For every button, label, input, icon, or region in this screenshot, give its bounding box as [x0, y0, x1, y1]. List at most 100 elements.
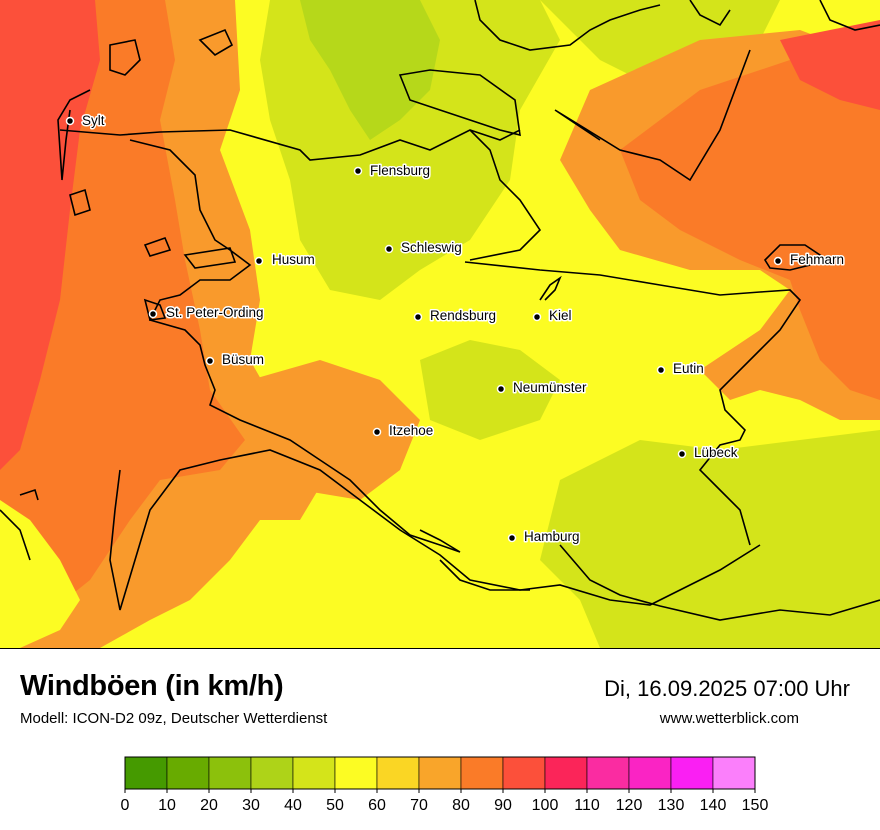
legend-swatches	[124, 756, 756, 790]
city-st-peter-ording: St. Peter-Ording	[148, 304, 265, 322]
legend-swatch	[418, 756, 462, 790]
legend-tick-label: 50	[326, 797, 344, 814]
legend-tick-labels: 0 10 20 30 40 50 60 70 80 90 100 110 120 130 140 150	[121, 789, 768, 814]
city-dot	[148, 309, 158, 319]
city-dot	[496, 384, 506, 394]
coastline-north-top	[474, 0, 880, 51]
city-label: Schleswig	[401, 240, 462, 255]
legend-swatch	[502, 756, 546, 790]
coastline-elbe-south	[109, 449, 761, 611]
wind-zone-west-sea-red	[0, 0, 100, 470]
legend-swatch	[208, 756, 252, 790]
coastline-northeast-peninsula	[554, 49, 751, 182]
city-label: Rendsburg	[430, 308, 496, 323]
city-label: St. Peter-Ording	[166, 305, 264, 320]
wind-zone-central-orange	[250, 360, 420, 500]
legend-swatch	[334, 756, 378, 790]
coastline-north-border	[59, 129, 521, 161]
legend-swatch	[250, 756, 294, 790]
map-title: Windböen (in km/h)	[20, 670, 284, 702]
city-dot	[384, 244, 394, 254]
city-dot	[205, 356, 215, 366]
legend-tick-label: 80	[452, 797, 470, 814]
city-dot	[413, 312, 423, 322]
legend-swatch	[544, 756, 588, 790]
wind-zone-east-sea-strong	[620, 60, 880, 400]
coastline-sw-small	[19, 488, 39, 501]
legend-tick-label: 140	[700, 797, 727, 814]
city-label: Büsum	[222, 352, 264, 367]
legend-tick-label: 120	[616, 797, 643, 814]
city-rendsburg: Rendsburg	[413, 307, 498, 325]
city-label: Hamburg	[524, 529, 580, 544]
legend-tick-label: 110	[574, 797, 600, 814]
city-label: Eutin	[673, 361, 704, 376]
coastline-baltic	[464, 129, 802, 546]
coastline-north-islands	[109, 28, 234, 76]
city-dot	[656, 365, 666, 375]
legend-tick-label: 60	[368, 797, 386, 814]
city-dot	[507, 533, 517, 543]
legend-tick-label: 0	[121, 797, 130, 814]
legend-border	[124, 756, 756, 790]
legend-tick-label: 40	[284, 797, 302, 814]
coastline-als	[398, 69, 521, 137]
coastline-fehmarn	[763, 244, 822, 271]
color-legend: 0 10 20 30 40 50 60 70 80 90 100 110 120 130 140 150	[121, 756, 768, 814]
city-dot	[353, 166, 363, 176]
wind-zone-southeast-green	[540, 430, 880, 648]
legend-swatch	[292, 756, 336, 790]
legend-tick-label: 30	[242, 797, 260, 814]
city-label: Lübeck	[694, 445, 738, 460]
legend-tick-label: 90	[494, 797, 512, 814]
coastline-eider	[143, 298, 167, 321]
coastlines	[0, 0, 880, 621]
forecast-datetime: Di, 16.09.2025 07:00 Uhr	[604, 676, 850, 701]
city-luebeck: Lübeck	[677, 444, 739, 462]
wind-zone-central-green	[420, 340, 560, 440]
legend-tick-label: 100	[532, 797, 559, 814]
legend-swatch	[376, 756, 420, 790]
city-dot	[532, 312, 542, 322]
coastline-se-border	[439, 544, 880, 621]
city-fehmarn: Fehmarn	[773, 251, 846, 269]
city-label: Sylt	[82, 113, 105, 128]
coastline-kiel-fjord	[539, 275, 562, 301]
legend-swatch	[670, 756, 714, 790]
legend-swatch	[460, 756, 504, 790]
city-dot	[677, 449, 687, 459]
city-schleswig: Schleswig	[384, 239, 463, 257]
city-label: Kiel	[549, 308, 572, 323]
city-itzehoe: Itzehoe	[372, 422, 435, 440]
map-subtitle: Modell: ICON-D2 09z, Deutscher Wetterdie…	[20, 710, 328, 727]
city-dot	[773, 256, 783, 266]
wind-gust-map: Sylt Flensburg Schleswig Husum Fehmarn S…	[0, 0, 880, 649]
city-dot	[372, 427, 382, 437]
coastline-sylt	[57, 89, 91, 181]
city-dot	[65, 116, 75, 126]
city-label: Husum	[272, 252, 315, 267]
legend-tick-label: 20	[200, 797, 218, 814]
city-label: Neumünster	[513, 380, 587, 395]
city-label: Fehmarn	[790, 252, 844, 267]
legend-swatch	[628, 756, 672, 790]
wind-zone-north-greener	[300, 0, 440, 140]
city-flensburg: Flensburg	[353, 162, 432, 180]
city-label: Itzehoe	[389, 423, 433, 438]
city-husum: Husum	[254, 251, 316, 269]
city-hamburg: Hamburg	[507, 528, 581, 546]
coastline-nw-island	[0, 509, 31, 561]
wind-zone-southwest-yellow	[0, 500, 80, 648]
wind-zone-east-sea-red	[780, 20, 880, 110]
coastline-halligen	[69, 188, 237, 269]
website-credit[interactable]: www.wetterblick.com	[659, 710, 799, 727]
legend-swatch	[124, 756, 168, 790]
city-dot	[254, 256, 264, 266]
legend-tick-label: 70	[410, 797, 428, 814]
legend-swatch	[586, 756, 630, 790]
coastline-west	[129, 139, 461, 553]
legend-swatch	[166, 756, 210, 790]
city-neumuenster: Neumünster	[496, 379, 589, 397]
city-buesum: Büsum	[205, 351, 266, 369]
legend-tick-label: 10	[158, 797, 176, 814]
